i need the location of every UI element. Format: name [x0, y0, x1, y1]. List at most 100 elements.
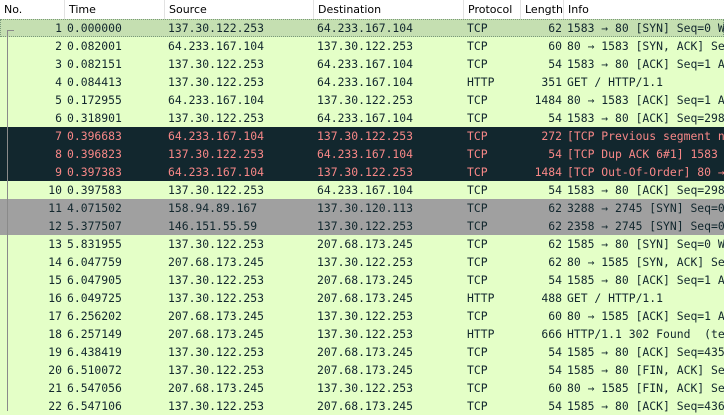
column-header-time[interactable]: Time	[65, 0, 165, 19]
packet-row[interactable]: 21 6.547056 207.68.173.245 137.30.122.253 TC…	[0, 379, 724, 397]
packet-length: 62	[548, 219, 562, 233]
column-header-info[interactable]: Info	[568, 3, 589, 16]
packet-no: 20	[48, 363, 62, 377]
packet-row[interactable]: 13 5.831955 137.30.122.253 207.68.173.245 TC…	[0, 235, 724, 253]
conversation-bracket	[7, 30, 14, 411]
packet-row[interactable]: 7 0.396683 64.233.167.104 137.30.122.253 TCP…	[0, 127, 724, 145]
packet-info: [TCP Out-Of-Order] 80 →	[567, 165, 724, 179]
packet-destination: 137.30.122.253	[317, 129, 414, 143]
packet-row[interactable]: 1 0.000000 137.30.122.253 64.233.167.104 TCP…	[0, 19, 724, 37]
packet-row[interactable]: 2 0.082001 64.233.167.104 137.30.122.253 TCP…	[0, 37, 724, 55]
packet-length: 666	[541, 327, 562, 341]
packet-no: 7	[55, 129, 62, 143]
packet-length: 60	[548, 309, 562, 323]
packet-destination: 137.30.122.253	[317, 93, 414, 107]
packet-info: [TCP Dup ACK 6#1] 1583	[567, 147, 718, 161]
packet-source: 158.94.89.167	[168, 201, 258, 215]
packet-info: 3288 → 2745 [SYN] Seq=0	[567, 201, 724, 215]
packet-row[interactable]: 9 0.397383 64.233.167.104 137.30.122.253 TCP…	[0, 163, 724, 181]
packet-destination: 64.233.167.104	[317, 147, 414, 161]
packet-time: 4.071502	[67, 201, 122, 215]
packet-length: 60	[548, 39, 562, 53]
packet-row[interactable]: 22 6.547106 137.30.122.253 207.68.173.245 TC…	[0, 397, 724, 415]
packet-no: 21	[48, 381, 62, 395]
packet-no: 19	[48, 345, 62, 359]
packet-destination: 207.68.173.245	[317, 345, 414, 359]
packet-source: 137.30.122.253	[168, 57, 265, 71]
column-header-protocol[interactable]: Protocol	[464, 0, 521, 19]
packet-no: 9	[55, 165, 62, 179]
packet-info: 80 → 1585 [FIN, ACK] Se	[567, 381, 724, 395]
packet-time: 0.397583	[67, 183, 122, 197]
packet-source: 137.30.122.253	[168, 399, 265, 413]
packet-row[interactable]: 5 0.172955 64.233.167.104 137.30.122.253 TCP…	[0, 91, 724, 109]
packet-row[interactable]: 19 6.438419 137.30.122.253 207.68.173.245 TC…	[0, 343, 724, 361]
packet-protocol: TCP	[467, 345, 488, 359]
packet-length: 351	[541, 75, 562, 89]
column-header-length[interactable]: Length	[521, 0, 564, 19]
packet-row[interactable]: 20 6.510072 137.30.122.253 207.68.173.245 TC…	[0, 361, 724, 379]
packet-protocol: TCP	[467, 93, 488, 107]
packet-length: 54	[548, 363, 562, 377]
packet-destination: 137.30.122.253	[317, 219, 414, 233]
packet-source: 137.30.122.253	[168, 183, 265, 197]
packet-row[interactable]: 12 5.377507 146.151.55.59 137.30.122.253 TCP…	[0, 217, 724, 235]
packet-time: 0.082151	[67, 57, 122, 71]
packet-no: 2	[55, 39, 62, 53]
packet-time: 0.318901	[67, 111, 122, 125]
packet-length: 62	[548, 237, 562, 251]
packet-destination: 137.30.122.253	[317, 381, 414, 395]
packet-length: 62	[548, 201, 562, 215]
packet-source: 137.30.122.253	[168, 345, 265, 359]
packet-time: 0.000000	[67, 21, 122, 35]
packet-row[interactable]: 3 0.082151 137.30.122.253 64.233.167.104 TCP…	[0, 55, 724, 73]
packet-source: 146.151.55.59	[168, 219, 258, 233]
column-header-source[interactable]: Source	[165, 0, 314, 19]
packet-time: 6.047759	[67, 255, 122, 269]
packet-no: 16	[48, 291, 62, 305]
packet-destination: 207.68.173.245	[317, 291, 414, 305]
packet-row[interactable]: 18 6.257149 207.68.173.245 137.30.122.253 HT…	[0, 325, 724, 343]
packet-row[interactable]: 8 0.396823 137.30.122.253 64.233.167.104 TCP…	[0, 145, 724, 163]
packet-row[interactable]: 6 0.318901 137.30.122.253 64.233.167.104 TCP…	[0, 109, 724, 127]
packet-time: 0.172955	[67, 93, 122, 107]
packet-source: 137.30.122.253	[168, 147, 265, 161]
packet-no: 1	[55, 21, 62, 35]
packet-row[interactable]: 16 6.049725 137.30.122.253 207.68.173.245 HT…	[0, 289, 724, 307]
packet-length: 54	[548, 345, 562, 359]
column-header-no[interactable]: No.	[0, 0, 65, 19]
packet-protocol: HTTP	[467, 291, 495, 305]
packet-protocol: TCP	[467, 273, 488, 287]
packet-row[interactable]: 15 6.047905 137.30.122.253 207.68.173.245 TC…	[0, 271, 724, 289]
packet-protocol: TCP	[467, 111, 488, 125]
packet-row[interactable]: 17 6.256202 207.68.173.245 137.30.122.253 TC…	[0, 307, 724, 325]
packet-source: 137.30.122.253	[168, 273, 265, 287]
packet-no: 14	[48, 255, 62, 269]
packet-info: 80 → 1585 [SYN, ACK] Se	[567, 255, 724, 269]
packet-row[interactable]: 10 0.397583 137.30.122.253 64.233.167.104 TC…	[0, 181, 724, 199]
column-header-destination[interactable]: Destination	[314, 0, 464, 19]
packet-row[interactable]: 14 6.047759 207.68.173.245 137.30.122.253 TC…	[0, 253, 724, 271]
packet-destination: 64.233.167.104	[317, 57, 414, 71]
packet-destination: 207.68.173.245	[317, 273, 414, 287]
packet-info: 1583 → 80 [ACK] Seq=298	[567, 111, 724, 125]
packet-length: 54	[548, 399, 562, 413]
packet-info: 1585 → 80 [ACK] Seq=436	[567, 399, 724, 413]
packet-destination: 137.30.122.253	[317, 39, 414, 53]
packet-destination: 137.30.122.253	[317, 309, 414, 323]
packet-destination: 64.233.167.104	[317, 21, 414, 35]
packet-info: 1585 → 80 [FIN, ACK] Se	[567, 363, 724, 377]
packet-time: 6.438419	[67, 345, 122, 359]
packet-row[interactable]: 4 0.084413 137.30.122.253 64.233.167.104 HTT…	[0, 73, 724, 91]
packet-no: 3	[55, 57, 62, 71]
packet-source: 137.30.122.253	[168, 75, 265, 89]
packet-no: 8	[55, 147, 62, 161]
packet-info: 80 → 1583 [ACK] Seq=1 A	[567, 93, 724, 107]
packet-destination: 137.30.122.253	[317, 255, 414, 269]
packet-no: 15	[48, 273, 62, 287]
packet-destination: 64.233.167.104	[317, 111, 414, 125]
packet-destination: 207.68.173.245	[317, 237, 414, 251]
packet-no: 11	[48, 201, 62, 215]
packet-time: 0.082001	[67, 39, 122, 53]
packet-row[interactable]: 11 4.071502 158.94.89.167 137.30.120.113 TCP…	[0, 199, 724, 217]
